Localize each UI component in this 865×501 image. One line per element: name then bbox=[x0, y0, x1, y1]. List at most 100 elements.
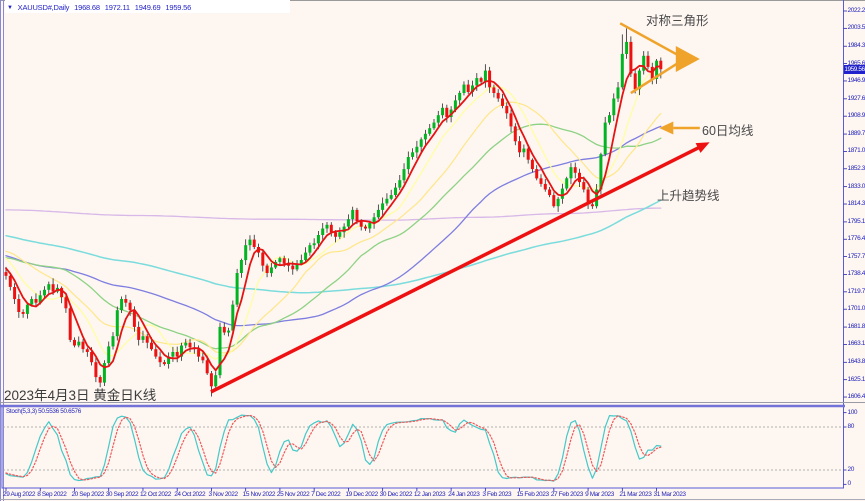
bear-candle bbox=[90, 352, 94, 363]
date-tick-label: 24 Jan 2023 bbox=[448, 490, 480, 498]
bear-candle bbox=[509, 113, 513, 127]
bull-candle bbox=[483, 70, 487, 82]
bear-candle bbox=[466, 84, 470, 92]
stoch-tick-label: 20 bbox=[847, 466, 855, 473]
bear-candle bbox=[530, 159, 534, 170]
bull-candle bbox=[441, 107, 445, 116]
bull-candle bbox=[569, 167, 573, 179]
price-tick-label: 1833.05 bbox=[847, 182, 865, 190]
stoch-tick-label: 80 bbox=[847, 423, 855, 430]
bull-candle bbox=[235, 273, 239, 305]
ma10-line[interactable] bbox=[5, 65, 662, 360]
bear-candle bbox=[646, 55, 650, 67]
price-tick-label: 1871.00 bbox=[847, 147, 865, 155]
bull-candle bbox=[462, 84, 466, 93]
triangle-lower-line[interactable] bbox=[630, 61, 679, 95]
date-tick-label: 25 Nov 2022 bbox=[276, 490, 310, 498]
triangle-apex-arrowhead[interactable] bbox=[675, 46, 700, 72]
ma60-label[interactable]: 60日均线 bbox=[702, 124, 754, 138]
bull-candle bbox=[115, 310, 119, 337]
candles-group[interactable] bbox=[4, 28, 663, 397]
bull-candle bbox=[376, 209, 380, 218]
bear-candle bbox=[85, 349, 89, 352]
bull-candle bbox=[308, 245, 312, 253]
bull-candle bbox=[107, 346, 111, 364]
bull-candle bbox=[385, 198, 389, 204]
bull-candle bbox=[30, 299, 34, 305]
ma5-line[interactable] bbox=[5, 64, 662, 372]
date-tick-label: 15 Nov 2022 bbox=[242, 490, 276, 498]
price-tick-label: 2022.25 bbox=[847, 7, 865, 14]
bear-candle bbox=[291, 265, 295, 270]
bear-candle bbox=[505, 105, 509, 114]
bull-candle bbox=[77, 341, 81, 346]
bull-candle bbox=[214, 375, 218, 387]
bear-candle bbox=[21, 312, 25, 314]
ma120-line[interactable] bbox=[5, 199, 662, 294]
bull-candle bbox=[351, 209, 355, 220]
stoch-tick-label: 100 bbox=[847, 408, 858, 416]
price-tick-label: 1908.95 bbox=[847, 112, 865, 120]
bear-candle bbox=[573, 167, 577, 173]
ma250-line[interactable] bbox=[5, 207, 662, 221]
bull-candle bbox=[227, 330, 231, 333]
bull-candle bbox=[299, 260, 303, 264]
bear-candle bbox=[205, 360, 209, 374]
bull-candle bbox=[394, 187, 397, 195]
bear-candle bbox=[488, 70, 492, 88]
bull-candle bbox=[372, 217, 376, 223]
dropdown-arrow-icon[interactable]: ▼ bbox=[7, 5, 13, 11]
bear-candle bbox=[586, 189, 590, 205]
bull-candle bbox=[428, 128, 432, 134]
bear-candle bbox=[137, 326, 141, 340]
bull-candle bbox=[556, 198, 560, 207]
bear-candle bbox=[4, 272, 8, 276]
uptrend-arrowhead[interactable] bbox=[695, 142, 710, 153]
triangle-upper-line[interactable] bbox=[619, 22, 679, 57]
date-tick-label: 3 Nov 2022 bbox=[208, 490, 238, 498]
current-price-badge: 1959.56 bbox=[844, 64, 865, 74]
bull-candle bbox=[231, 304, 235, 331]
chart-title-bar: ▼ XAUUSD#,Daily 1968.68 1972.11 1949.69 … bbox=[7, 3, 191, 12]
price-tick-label: 1625.15 bbox=[847, 375, 865, 383]
bear-candle bbox=[197, 349, 201, 357]
bull-candle bbox=[342, 226, 346, 233]
price-tick-label: 1852.30 bbox=[847, 164, 865, 172]
bull-candle bbox=[398, 180, 402, 188]
bull-candle bbox=[432, 122, 436, 129]
bull-candle bbox=[406, 157, 410, 170]
bear-candle bbox=[252, 239, 256, 247]
bull-candle bbox=[171, 352, 175, 357]
ma34-line[interactable] bbox=[5, 123, 662, 350]
bull-candle bbox=[642, 55, 646, 71]
bear-candle bbox=[64, 297, 68, 309]
bear-candle bbox=[518, 141, 522, 153]
bull-candle bbox=[616, 87, 620, 99]
symmetrical-triangle-label[interactable]: 对称三角形 bbox=[646, 14, 709, 28]
bull-candle bbox=[312, 243, 316, 246]
price-tick-label: 1889.70 bbox=[847, 130, 865, 138]
bear-candle bbox=[359, 221, 363, 227]
ma60-arrowhead[interactable] bbox=[659, 121, 674, 135]
price-tick-label: 1643.85 bbox=[847, 358, 865, 366]
bull-candle bbox=[239, 260, 243, 273]
bear-candle bbox=[13, 287, 17, 300]
date-caption: 2023年4月3日 黄金日K线 bbox=[4, 388, 157, 403]
uptrend-line-label[interactable]: 上升趋势线 bbox=[657, 189, 720, 203]
bear-candle bbox=[364, 226, 367, 229]
bear-candle bbox=[659, 60, 663, 70]
open-value: 1968.68 bbox=[74, 3, 100, 12]
ma60-line[interactable] bbox=[5, 125, 662, 327]
date-tick-label: 30 Dec 2022 bbox=[379, 490, 413, 498]
bear-candle bbox=[479, 78, 483, 82]
bull-candle bbox=[244, 245, 248, 261]
price-tick-label: 1701.05 bbox=[847, 305, 865, 313]
bear-candle bbox=[128, 302, 132, 311]
stoch-d-line[interactable] bbox=[5, 414, 662, 482]
bear-candle bbox=[496, 92, 500, 99]
ma21-line[interactable] bbox=[5, 101, 662, 354]
bull-candle bbox=[411, 152, 415, 157]
uptrend-line[interactable] bbox=[210, 143, 705, 394]
bull-candle bbox=[453, 100, 457, 110]
